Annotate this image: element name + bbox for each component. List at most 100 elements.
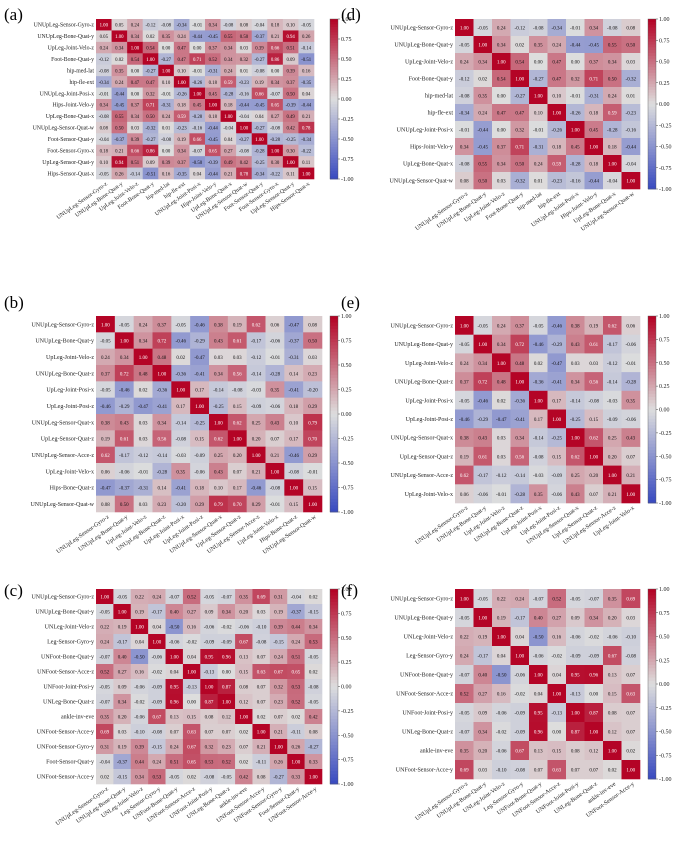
y-tick-label: UpLeg-Bone-Quat-x xyxy=(46,114,94,120)
colorbar-segment xyxy=(648,725,656,729)
colorbar-segment xyxy=(648,180,656,184)
colorbar-segment xyxy=(330,91,338,95)
heatmap-cell xyxy=(236,133,253,146)
heatmap-cell xyxy=(111,99,128,111)
heatmap-cell xyxy=(111,64,128,77)
heatmap-cell xyxy=(603,684,622,704)
colorbar-segment xyxy=(648,121,656,125)
colorbar-segment xyxy=(648,169,656,173)
heatmap-cell xyxy=(113,739,132,755)
colorbar-segment xyxy=(648,642,656,647)
colorbar-segment xyxy=(330,67,338,71)
heatmap-cell xyxy=(284,446,304,464)
y-tick-label: UNFoot-Sensor-Gyro-y xyxy=(37,745,94,751)
heatmap-cell xyxy=(529,87,548,105)
colorbar-segment xyxy=(648,620,656,625)
y-tick-label: UpLeg-Joint-Velo-z xyxy=(48,46,95,52)
heatmap-cell xyxy=(236,121,253,134)
colorbar-segment xyxy=(330,741,338,746)
heatmap-cell xyxy=(127,121,144,134)
heatmap-cell xyxy=(492,53,511,71)
colorbar-segment xyxy=(648,381,656,385)
heatmap-cell xyxy=(200,754,218,770)
heatmap-cell xyxy=(205,144,221,157)
colorbar-tick-label: 0.50 xyxy=(659,60,670,66)
colorbar-segment xyxy=(330,479,338,483)
heatmap-cell xyxy=(111,30,128,43)
heatmap-cell xyxy=(603,70,622,88)
heatmap-cell xyxy=(473,19,493,37)
heatmap-cell xyxy=(252,634,271,650)
colorbar-segment xyxy=(330,693,338,697)
colorbar-segment xyxy=(648,177,656,181)
heatmap-cell xyxy=(455,409,474,429)
heatmap-cell xyxy=(584,646,604,666)
heatmap-cell xyxy=(547,70,567,88)
heatmap-cell xyxy=(303,479,323,496)
heatmap-cell xyxy=(304,664,323,680)
y-tick-label: UNLeg-Bone-Quat-z xyxy=(43,700,94,706)
y-tick-label: UNUpLeg-Sensor-Gyro-z xyxy=(390,323,453,329)
heatmap-cell xyxy=(96,479,116,496)
heatmap-cell xyxy=(529,409,548,429)
heatmap-cell xyxy=(529,646,548,666)
heatmap-cell xyxy=(455,646,474,666)
heatmap-cell xyxy=(455,484,474,504)
heatmap-cell xyxy=(473,446,493,466)
heatmap-cell xyxy=(529,36,548,54)
heatmap-cell xyxy=(158,156,175,168)
heatmap-cell xyxy=(473,172,493,190)
colorbar-segment xyxy=(648,393,656,398)
panel-label: (a) xyxy=(4,5,23,24)
heatmap-cell xyxy=(621,760,641,780)
heatmap-cell xyxy=(473,760,493,780)
heatmap-cell xyxy=(251,19,268,31)
heatmap-cell xyxy=(209,365,229,382)
heatmap-cell xyxy=(621,703,641,723)
colorbar-segment xyxy=(330,722,338,726)
heatmap-cell xyxy=(287,709,305,725)
colorbar-segment xyxy=(648,78,656,82)
heatmap-cell xyxy=(165,694,184,710)
panel-label: (f) xyxy=(341,581,358,600)
heatmap-cell xyxy=(510,703,530,723)
heatmap-cell xyxy=(265,479,285,496)
colorbar-segment xyxy=(648,636,656,641)
heatmap-cell xyxy=(182,724,201,740)
colorbar-segment xyxy=(648,375,656,379)
colorbar-segment xyxy=(330,686,338,691)
heatmap-cell xyxy=(547,484,567,504)
heatmap-cell xyxy=(130,619,149,635)
heatmap-cell xyxy=(252,649,271,665)
colorbar-segment xyxy=(648,499,656,504)
colorbar-segment xyxy=(330,133,338,137)
heatmap-cell xyxy=(584,353,604,373)
colorbar-segment xyxy=(648,728,656,732)
heatmap-cell xyxy=(566,334,585,354)
heatmap-cell xyxy=(246,479,266,496)
heatmap-panel: (a)1.00 0.05 0.24 -0.12 -0.08 -0.34 -0.01 0.34-… xyxy=(4,5,354,221)
colorbar-segment xyxy=(648,592,656,596)
heatmap-cell xyxy=(111,133,128,146)
colorbar-segment xyxy=(330,433,338,438)
y-tick-label: Foot-Sensor-Gyro-x xyxy=(47,148,94,154)
colorbar-segment xyxy=(648,58,656,62)
heatmap-cell xyxy=(96,430,116,447)
heatmap-cell xyxy=(235,634,253,650)
colorbar-segment xyxy=(330,754,338,759)
colorbar-segment xyxy=(648,434,656,438)
heatmap-cell xyxy=(217,634,236,650)
heatmap-cell xyxy=(282,121,299,134)
heatmap-cell xyxy=(603,19,622,37)
heatmap-cell xyxy=(267,30,284,43)
colorbar-segment xyxy=(330,680,338,684)
heatmap-cell xyxy=(265,365,285,382)
heatmap-cell xyxy=(455,53,474,71)
heatmap-cell xyxy=(133,495,153,513)
colorbar-segment xyxy=(648,344,656,348)
heatmap-cell xyxy=(96,144,112,157)
heatmap-cell xyxy=(96,724,114,740)
heatmap-cell xyxy=(282,64,299,77)
heatmap-cell xyxy=(111,76,128,88)
heatmap-cell xyxy=(584,465,604,485)
